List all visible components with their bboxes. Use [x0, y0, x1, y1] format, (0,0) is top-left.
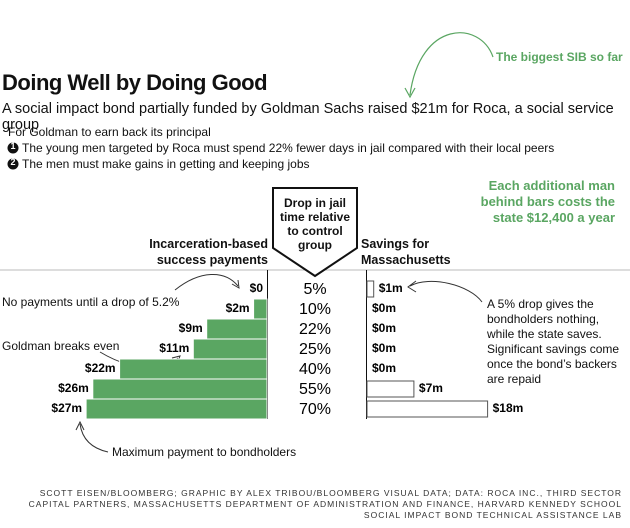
category-label: 55%: [299, 381, 331, 398]
bar: [192, 338, 268, 360]
bar: [366, 400, 489, 418]
annotation: The biggest SIB so far: [496, 50, 623, 64]
value-label: $0m: [372, 321, 396, 335]
value-label: $22m: [85, 361, 116, 375]
annotation: Each additional man behind bars costs th…: [480, 178, 615, 225]
header-box: [272, 187, 358, 278]
criteria-marker: 2: [10, 157, 16, 167]
category-label: 70%: [299, 401, 331, 418]
value-label: $9m: [179, 321, 203, 335]
center-header: Drop in jail time relative to control gr…: [279, 196, 351, 252]
source: SCOTT EISEN/BLOOMBERG; GRAPHIC BY ALEX T…: [28, 488, 622, 520]
bar: [85, 398, 268, 420]
value-label: $26m: [58, 381, 89, 395]
category-label: 22%: [299, 321, 331, 338]
subtitle: A social impact bond partially funded by…: [2, 101, 614, 133]
value-label: $18m: [493, 401, 524, 415]
value-label: $11m: [159, 341, 189, 355]
category-label: 25%: [299, 341, 331, 358]
value-label: $0m: [372, 341, 396, 355]
annotation: Maximum payment to bondholders: [112, 445, 297, 459]
bar: [206, 318, 268, 340]
criteria-marker: 1: [10, 141, 16, 151]
criteria-text: The men must make gains in getting and k…: [22, 157, 310, 171]
criteria-markers: [7, 142, 19, 170]
annotation: Goldman breaks even: [2, 339, 120, 353]
bar: [366, 280, 375, 298]
value-label: $0m: [372, 361, 396, 375]
value-label: $0: [250, 281, 264, 295]
value-label: $0m: [372, 301, 396, 315]
annotation: No payments until a drop of 5.2%: [2, 295, 180, 309]
value-label: $27m: [51, 401, 82, 415]
legend-left: Incarceration-based success payments: [149, 237, 268, 267]
category-label: 40%: [299, 361, 331, 378]
value-label: $1m: [379, 281, 403, 295]
legend-right: Savings for Massachusetts: [361, 237, 451, 267]
bar: [119, 358, 268, 380]
bar: [366, 380, 415, 398]
bar: [253, 298, 268, 320]
category-label: 10%: [299, 301, 331, 318]
value-label: $7m: [419, 381, 443, 395]
category-label: 5%: [303, 281, 326, 298]
criteria-intro: For Goldman to earn back its principal: [8, 125, 211, 139]
arrows-green: [404, 32, 494, 99]
annotation: A 5% drop gives the bondholders nothing,…: [487, 297, 620, 386]
value-label: $2m: [226, 301, 250, 315]
title: Doing Well by Doing Good: [2, 70, 268, 95]
bar: [92, 378, 268, 400]
criteria-text: The young men targeted by Roca must spen…: [22, 141, 555, 155]
